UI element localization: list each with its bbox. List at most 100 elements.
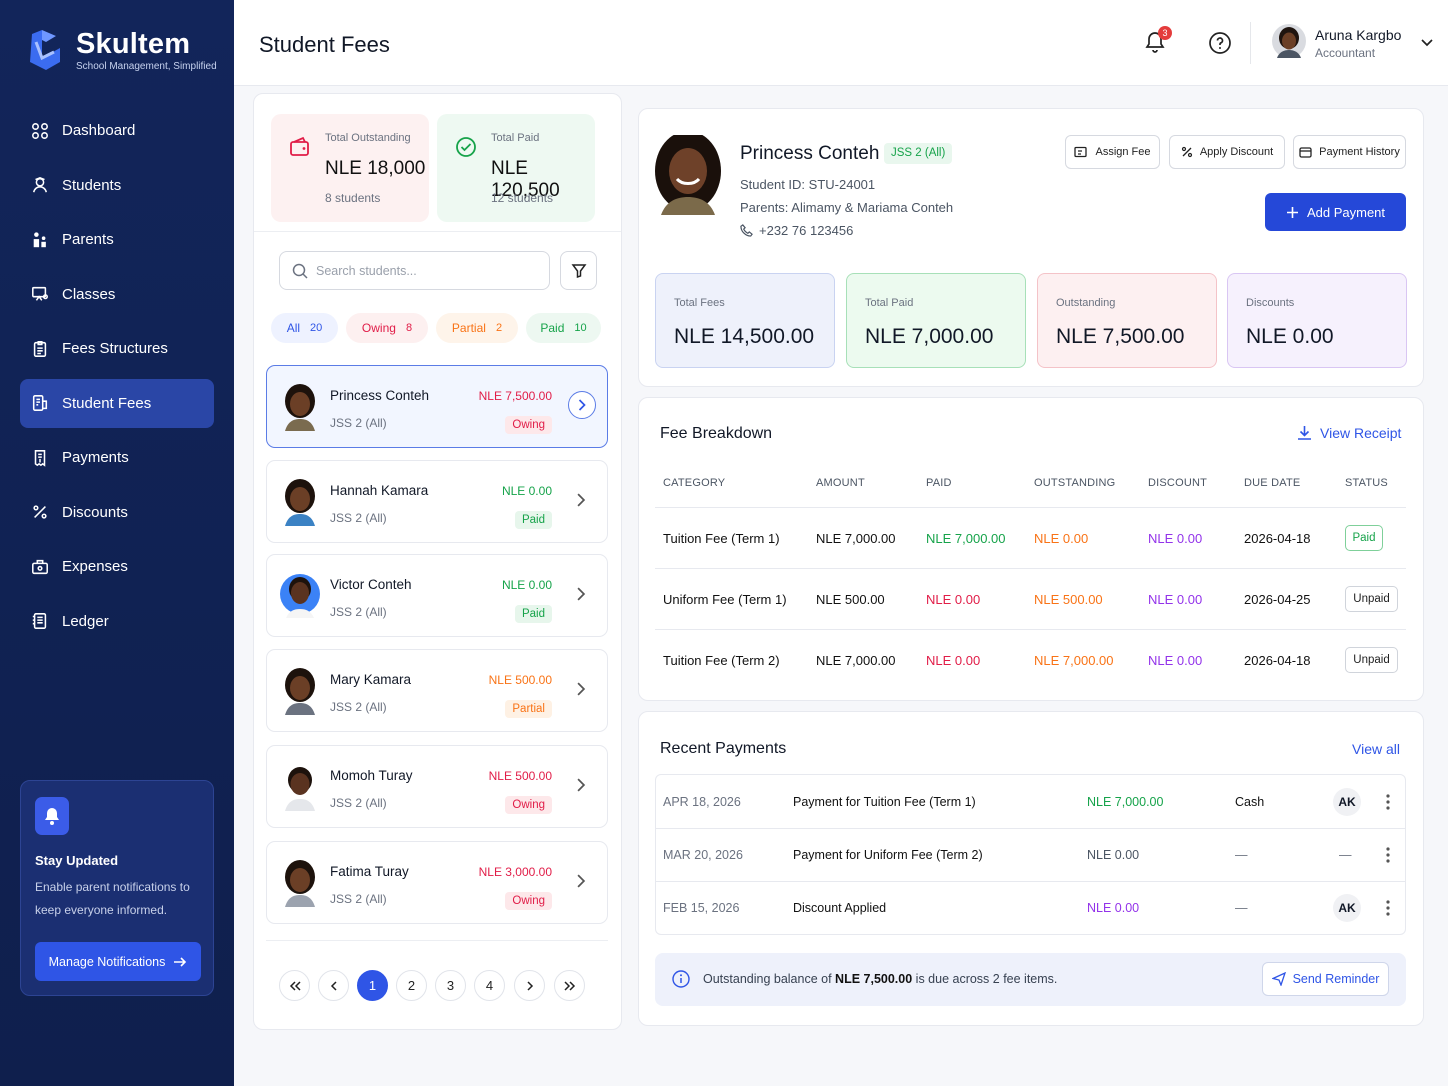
chevron-down-icon <box>1421 39 1434 47</box>
last-page-button[interactable] <box>554 970 585 1001</box>
stat-label: Total Paid <box>491 132 540 144</box>
fee-due-date: 2026-04-18 <box>1244 653 1311 668</box>
logo[interactable]: Skultem School Management, Simplified <box>26 28 217 72</box>
page-title: Student Fees <box>259 32 390 57</box>
chevron-right-icon <box>526 980 533 991</box>
send-reminder-button[interactable]: Send Reminder <box>1262 962 1389 996</box>
percent-icon <box>33 505 47 519</box>
student-avatar <box>280 574 320 618</box>
student-id: Student ID: STU-24001 <box>740 177 876 192</box>
page-3-button[interactable]: 3 <box>435 970 466 1001</box>
more-options-icon[interactable] <box>1386 794 1390 810</box>
sidebar-item-student-fees[interactable]: Student Fees <box>20 378 214 428</box>
student-class: JSS 2 (All) <box>330 416 387 430</box>
student-card-victor-conteh[interactable]: Victor Conteh JSS 2 (All) NLE 0.00 Paid <box>266 554 608 637</box>
apply-discount-button[interactable]: Apply Discount <box>1169 135 1285 169</box>
kpi-label: Total Paid <box>865 297 914 309</box>
view-all-link[interactable]: View all <box>1352 741 1400 757</box>
payment-description: Payment for Uniform Fee (Term 2) <box>793 848 983 862</box>
payment-history-button[interactable]: Payment History <box>1293 135 1406 169</box>
kpi-total-fees: Total Fees NLE 14,500.00 <box>655 273 835 368</box>
stat-sub: 12 students <box>491 191 554 205</box>
sidebar-item-fees-structures[interactable]: Fees Structures <box>20 324 214 373</box>
payment-amount: NLE 7,000.00 <box>1087 795 1164 809</box>
student-card-fatima-turay[interactable]: Fatima Turay JSS 2 (All) NLE 3,000.00 Ow… <box>266 841 608 924</box>
card-icon <box>1299 146 1312 158</box>
sidebar-item-ledger[interactable]: Ledger <box>20 597 214 646</box>
classes-icon <box>32 286 48 301</box>
chip-label: Owing <box>361 321 396 335</box>
first-page-button[interactable] <box>279 970 310 1001</box>
status-badge: Paid <box>514 605 552 623</box>
sidebar-item-expenses[interactable]: Expenses <box>20 542 214 591</box>
filter-chip-all[interactable]: All 20 <box>271 313 338 343</box>
search-icon <box>292 263 308 279</box>
next-page-button[interactable] <box>514 970 545 1001</box>
divider <box>266 940 608 941</box>
payments-table <box>655 774 1406 935</box>
sidebar-item-students[interactable]: Students <box>20 161 214 210</box>
student-card-momoh-turay[interactable]: Momoh Turay JSS 2 (All) NLE 500.00 Owing <box>266 745 608 828</box>
view-receipt-link[interactable]: View Receipt <box>1297 425 1401 441</box>
phone-number: +232 76 123456 <box>759 223 854 238</box>
help-icon[interactable] <box>1208 31 1232 55</box>
fee-breakdown-title: Fee Breakdown <box>660 425 773 442</box>
more-options-icon[interactable] <box>1386 900 1390 916</box>
student-name: Princess Conteh <box>330 388 430 403</box>
student-class: JSS 2 (All) <box>330 605 387 619</box>
sidebar-item-label: Payments <box>62 449 129 466</box>
student-photo <box>655 135 721 215</box>
manage-notifications-button[interactable]: Manage Notifications <box>35 942 201 981</box>
student-card-princess-conteh[interactable]: Princess Conteh JSS 2 (All) NLE 7,500.00… <box>266 365 608 448</box>
total-paid-card: Total Paid NLE 120,500 12 students <box>437 114 595 222</box>
sidebar-item-discounts[interactable]: Discounts <box>20 488 214 537</box>
kpi-label: Outstanding <box>1056 297 1116 309</box>
user-menu[interactable]: Aruna Kargbo Accountant <box>1272 24 1434 62</box>
fee-category: Tuition Fee (Term 1) <box>663 531 780 546</box>
sidebar-item-classes[interactable]: Classes <box>20 270 214 319</box>
student-card-mary-kamara[interactable]: Mary Kamara JSS 2 (All) NLE 500.00 Parti… <box>266 649 608 732</box>
chevron-right-icon <box>577 493 586 507</box>
filter-button[interactable] <box>560 251 597 290</box>
sidebar-item-parents[interactable]: Parents <box>20 215 214 264</box>
parents-icon <box>33 231 46 247</box>
sidebar-item-dashboard[interactable]: Dashboard <box>20 106 214 155</box>
send-reminder-label: Send Reminder <box>1292 972 1380 986</box>
chevron-right-icon <box>577 778 586 792</box>
fee-outstanding: NLE 7,000.00 <box>1034 653 1114 668</box>
search-input[interactable]: Search students... <box>279 251 550 290</box>
status-badge: Owing <box>505 416 552 434</box>
add-payment-label: Add Payment <box>1306 204 1386 220</box>
prev-page-button[interactable] <box>318 970 349 1001</box>
fee-amount: NLE 7,000.00 <box>816 653 896 668</box>
filter-chip-partial[interactable]: Partial 2 <box>436 313 518 343</box>
student-parents: Parents: Alimamy & Mariama Conteh <box>740 200 954 215</box>
page-2-button[interactable]: 2 <box>396 970 427 1001</box>
class-badge: JSS 2 (All) <box>884 143 953 164</box>
kpi-label: Total Fees <box>674 297 725 309</box>
status-badge: Unpaid <box>1345 586 1398 612</box>
student-card-hannah-kamara[interactable]: Hannah Kamara JSS 2 (All) NLE 0.00 Paid <box>266 460 608 543</box>
page-4-button[interactable]: 4 <box>474 970 505 1001</box>
view-receipt-label: View Receipt <box>1320 425 1402 441</box>
student-amount: NLE 500.00 <box>488 769 552 783</box>
fee-paid: NLE 7,000.00 <box>926 531 1006 546</box>
sidebar-item-label: Students <box>62 176 122 194</box>
chevron-right-icon <box>578 399 586 411</box>
sidebar-item-label: Expenses <box>62 558 128 575</box>
student-avatar <box>285 384 315 431</box>
sidebar-item-payments[interactable]: Payments <box>20 433 214 482</box>
divider <box>655 629 1406 630</box>
percent-icon <box>1181 146 1192 158</box>
fee-amount: NLE 7,000.00 <box>816 531 896 546</box>
open-student-button[interactable] <box>568 391 596 419</box>
filter-chip-owing[interactable]: Owing 8 <box>346 313 428 343</box>
more-options-icon[interactable] <box>1386 847 1390 863</box>
assign-fee-button[interactable]: Assign Fee <box>1065 135 1160 169</box>
kpi-value: NLE 7,500.00 <box>1056 325 1185 348</box>
chip-label: Paid <box>540 321 565 335</box>
page-1-button[interactable]: 1 <box>357 970 388 1001</box>
filter-chip-paid[interactable]: Paid 10 <box>526 313 601 343</box>
stat-label: Total Outstanding <box>325 132 411 144</box>
add-payment-button[interactable]: Add Payment <box>1265 193 1406 231</box>
